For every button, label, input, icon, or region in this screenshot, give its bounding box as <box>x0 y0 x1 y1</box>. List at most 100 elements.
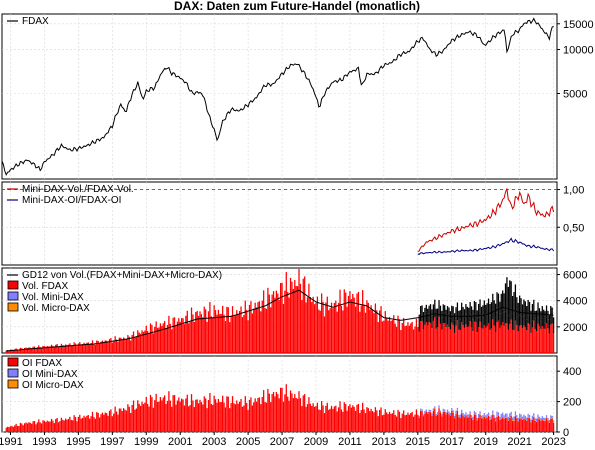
bar-fdax <box>301 406 303 432</box>
bar-fdax <box>340 409 343 432</box>
bar-fdax <box>219 314 221 353</box>
bar-mini <box>490 302 493 318</box>
bar-fdax <box>207 400 210 432</box>
bar-fdax <box>336 411 338 432</box>
bar-mini <box>425 304 427 312</box>
bar-mini <box>540 418 542 421</box>
bar-fdax <box>364 413 367 432</box>
bar-fdax <box>106 413 108 432</box>
bar-fdax <box>236 310 238 353</box>
bar-micro <box>537 317 539 324</box>
bar-fdax <box>240 398 242 432</box>
bar-fdax <box>46 420 48 432</box>
bar-fdax <box>519 325 521 353</box>
bar-fdax <box>96 412 98 432</box>
bar-micro <box>482 317 484 329</box>
bar-fdax <box>540 328 542 353</box>
bar-fdax <box>50 344 53 353</box>
bar-mini <box>541 416 543 420</box>
bar-mini <box>506 277 508 310</box>
bar-fdax <box>182 318 184 353</box>
bar-fdax <box>451 322 453 353</box>
bar-fdax <box>14 425 16 432</box>
legend-label: Vol. FDAX <box>22 281 68 292</box>
bar-mini <box>531 303 534 321</box>
bar-fdax <box>369 411 371 432</box>
bar-fdax <box>461 413 463 432</box>
bar-fdax <box>316 402 319 432</box>
bar-fdax <box>130 340 132 353</box>
series-line-0 <box>417 188 555 253</box>
bar-fdax <box>216 314 218 353</box>
bar-micro <box>468 316 470 327</box>
bar-micro <box>421 310 423 322</box>
bar-fdax <box>367 408 369 432</box>
bar-fdax <box>313 304 316 353</box>
bar-micro <box>461 313 463 323</box>
bar-fdax <box>148 332 150 353</box>
bar-fdax <box>449 415 451 432</box>
bar-mini <box>540 311 542 322</box>
bar-fdax <box>179 401 181 432</box>
bar-mini <box>499 416 501 420</box>
x-tick-label: 1991 <box>0 436 23 448</box>
bar-mini <box>509 280 511 315</box>
bar-fdax <box>14 349 16 353</box>
bar-fdax <box>425 411 427 432</box>
bar-micro <box>550 319 552 325</box>
bar-fdax <box>352 293 354 353</box>
bar-fdax <box>213 395 215 432</box>
bar-micro <box>497 307 500 321</box>
bar-mini <box>465 412 467 416</box>
bar-fdax <box>226 396 228 432</box>
bar-fdax <box>465 324 467 353</box>
bar-mini <box>541 306 543 319</box>
bar-fdax <box>132 331 135 353</box>
bar-fdax <box>531 327 534 353</box>
bar-fdax <box>53 347 55 353</box>
bar-fdax <box>173 395 176 432</box>
bar-fdax <box>434 317 436 353</box>
bar-fdax <box>424 413 426 432</box>
bar-fdax <box>514 320 517 353</box>
bar-fdax <box>364 312 367 353</box>
bar-fdax <box>25 347 27 353</box>
bar-fdax <box>384 311 386 353</box>
bar-fdax <box>362 290 364 353</box>
bar-fdax <box>461 322 463 353</box>
chart-panels: 15000 10000 5000 FDAX 1,00 0,50 Mini-DAX-Vol./… <box>1 13 594 439</box>
bar-fdax <box>280 387 282 432</box>
bar-fdax <box>415 318 418 353</box>
x-tick-label: 1999 <box>134 436 158 448</box>
panel-frame-price <box>1 13 558 180</box>
bar-micro <box>489 315 491 331</box>
bar-fdax <box>101 340 104 353</box>
bar-fdax <box>506 323 508 353</box>
bar-fdax <box>74 343 77 353</box>
bar-fdax <box>253 308 255 353</box>
bar-fdax <box>339 401 341 432</box>
bar-fdax <box>316 296 319 353</box>
bar-fdax <box>383 414 385 432</box>
bar-fdax <box>519 418 521 432</box>
bar-mini <box>456 407 459 411</box>
bar-fdax <box>319 310 321 353</box>
bar-fdax <box>456 410 459 432</box>
bar-fdax <box>489 330 491 353</box>
bar-fdax <box>158 327 160 353</box>
bar-micro <box>521 316 524 329</box>
bar-mini <box>544 311 546 323</box>
bar-fdax <box>185 315 187 353</box>
bar-micro <box>547 319 549 329</box>
bar-fdax <box>417 414 419 432</box>
bar-mini <box>482 305 484 318</box>
bar-fdax <box>466 417 468 432</box>
bar-fdax <box>83 415 85 432</box>
bar-micro <box>509 314 511 325</box>
bar-micro <box>499 313 501 329</box>
bar-fdax <box>154 326 156 353</box>
x-tick-label: 1993 <box>32 436 56 448</box>
bar-mini <box>439 410 442 412</box>
bar-micro <box>453 320 456 333</box>
